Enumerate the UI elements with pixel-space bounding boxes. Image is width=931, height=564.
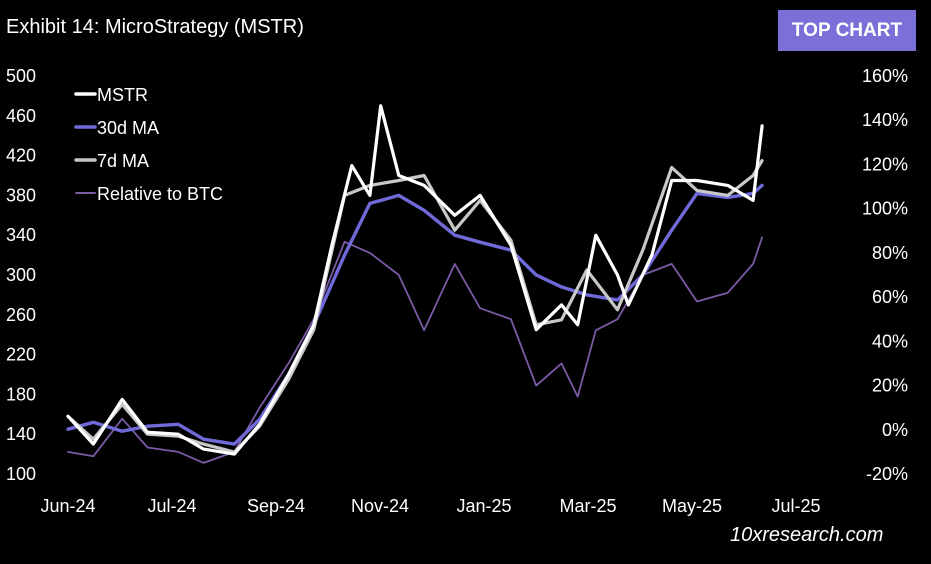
- y-right-tick-label: -20%: [866, 464, 908, 484]
- y-right-tick-label: 120%: [862, 154, 908, 174]
- y-left-axis: 500 460 420 380 340 300 260 220 180 140 100: [6, 66, 36, 484]
- x-tick-label: Nov-24: [351, 496, 409, 516]
- legend-label: 7d MA: [97, 151, 149, 171]
- y-left-tick-label: 100: [6, 464, 36, 484]
- x-tick-label: Mar-25: [559, 496, 616, 516]
- x-tick-label: Jan-25: [456, 496, 511, 516]
- y-right-tick-label: 80%: [872, 243, 908, 263]
- y-right-tick-label: 40%: [872, 331, 908, 351]
- y-right-axis: 160% 140% 120% 100% 80% 60% 40% 20% 0% -20%: [862, 66, 908, 484]
- y-left-tick-label: 140: [6, 424, 36, 444]
- legend-label: Relative to BTC: [97, 184, 223, 204]
- y-right-tick-label: 100%: [862, 199, 908, 219]
- y-left-tick-label: 180: [6, 384, 36, 404]
- series-line-relative-to-btc: [67, 236, 763, 464]
- x-tick-label: Sep-24: [247, 496, 305, 516]
- y-left-tick-label: 300: [6, 265, 36, 285]
- y-right-tick-label: 60%: [872, 287, 908, 307]
- series-line-30d-ma: [66, 183, 764, 446]
- y-left-tick-label: 420: [6, 146, 36, 166]
- x-tick-label: Jun-24: [40, 496, 95, 516]
- x-tick-label: Jul-24: [147, 496, 196, 516]
- x-tick-label: May-25: [662, 496, 722, 516]
- y-left-tick-label: 460: [6, 106, 36, 126]
- y-left-tick-label: 500: [6, 66, 36, 86]
- y-right-tick-label: 0%: [882, 420, 908, 440]
- source-watermark: 10xresearch.com: [730, 524, 884, 546]
- x-tick-label: Jul-25: [771, 496, 820, 516]
- y-left-tick-label: 340: [6, 225, 36, 245]
- series-layer: [66, 104, 764, 464]
- y-right-tick-label: 20%: [872, 376, 908, 396]
- legend-label: MSTR: [97, 85, 148, 105]
- y-right-tick-label: 160%: [862, 66, 908, 86]
- series-line-mstr: [66, 104, 764, 456]
- y-left-tick-label: 380: [6, 185, 36, 205]
- chart-legend: MSTR 30d MA 7d MA Relative to BTC: [74, 85, 223, 204]
- legend-label: 30d MA: [97, 118, 159, 138]
- chart-title: Exhibit 14: MicroStrategy (MSTR): [6, 16, 304, 38]
- x-axis: Jun-24 Jul-24 Sep-24 Nov-24 Jan-25 Mar-25 May-…: [40, 496, 820, 516]
- y-left-tick-label: 220: [6, 345, 36, 365]
- y-left-tick-label: 260: [6, 305, 36, 325]
- top-chart-badge: TOP CHART: [778, 10, 916, 51]
- y-right-tick-label: 140%: [862, 110, 908, 130]
